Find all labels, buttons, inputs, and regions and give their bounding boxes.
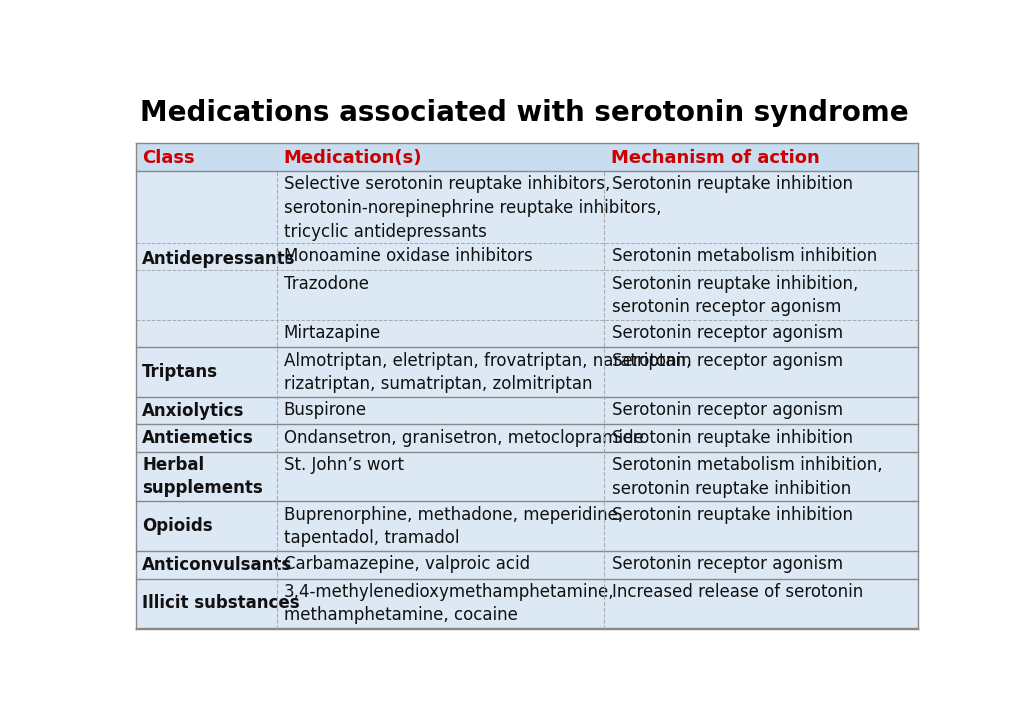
Bar — [136, 551, 918, 579]
Text: Selective serotonin reuptake inhibitors,
serotonin-norepinephrine reuptake inhib: Selective serotonin reuptake inhibitors,… — [284, 175, 662, 241]
Text: Serotonin reuptake inhibition: Serotonin reuptake inhibition — [612, 429, 853, 447]
Text: Ondansetron, granisetron, metoclopramide: Ondansetron, granisetron, metoclopramide — [284, 429, 643, 447]
Text: Serotonin reuptake inhibition: Serotonin reuptake inhibition — [612, 175, 853, 193]
Text: Almotriptan, eletriptan, frovatriptan, naratriptan,
rizatriptan, sumatriptan, zo: Almotriptan, eletriptan, frovatriptan, n… — [284, 351, 691, 393]
Bar — [136, 143, 918, 171]
Text: Serotonin metabolism inhibition: Serotonin metabolism inhibition — [612, 247, 878, 265]
Text: St. John’s wort: St. John’s wort — [284, 457, 403, 474]
Text: Opioids: Opioids — [142, 517, 213, 535]
Text: Triptans: Triptans — [142, 363, 218, 381]
Bar — [136, 501, 918, 551]
Text: Mirtazapine: Mirtazapine — [284, 324, 381, 342]
Bar — [136, 579, 918, 628]
Text: Antiemetics: Antiemetics — [142, 429, 254, 447]
Text: Antidepressants: Antidepressants — [142, 250, 296, 268]
Text: 3,4-methylenedioxymethamphetamine,
methamphetamine, cocaine: 3,4-methylenedioxymethamphetamine, metha… — [284, 583, 614, 625]
Text: Serotonin receptor agonism: Serotonin receptor agonism — [612, 351, 843, 370]
Text: Medications associated with serotonin syndrome: Medications associated with serotonin sy… — [140, 99, 908, 127]
Bar — [136, 452, 918, 501]
Text: Anticonvulsants: Anticonvulsants — [142, 556, 293, 574]
Text: Carbamazepine, valproic acid: Carbamazepine, valproic acid — [284, 555, 529, 574]
Text: Mechanism of action: Mechanism of action — [610, 149, 819, 167]
Text: Monoamine oxidase inhibitors: Monoamine oxidase inhibitors — [284, 247, 532, 265]
Text: Class: Class — [142, 149, 195, 167]
Text: Herbal
supplements: Herbal supplements — [142, 456, 263, 498]
Text: Serotonin reuptake inhibition,
serotonin receptor agonism: Serotonin reuptake inhibition, serotonin… — [612, 275, 858, 316]
Text: Serotonin reuptake inhibition: Serotonin reuptake inhibition — [612, 506, 853, 524]
Text: Increased release of serotonin: Increased release of serotonin — [612, 583, 863, 601]
Text: Buprenorphine, methadone, meperidine,
tapentadol, tramadol: Buprenorphine, methadone, meperidine, ta… — [284, 506, 623, 547]
Text: Buspirone: Buspirone — [284, 401, 367, 419]
Bar — [136, 425, 918, 452]
Text: Anxiolytics: Anxiolytics — [142, 402, 245, 420]
Bar — [136, 397, 918, 425]
Text: Serotonin receptor agonism: Serotonin receptor agonism — [612, 324, 843, 342]
Bar — [136, 347, 918, 397]
Text: Serotonin receptor agonism: Serotonin receptor agonism — [612, 401, 843, 419]
Text: Trazodone: Trazodone — [284, 275, 369, 293]
Bar — [136, 171, 918, 347]
Text: Medication(s): Medication(s) — [284, 149, 422, 167]
Text: Illicit substances: Illicit substances — [142, 594, 300, 612]
Text: Serotonin metabolism inhibition,
serotonin reuptake inhibition: Serotonin metabolism inhibition, seroton… — [612, 457, 883, 498]
Text: Serotonin receptor agonism: Serotonin receptor agonism — [612, 555, 843, 574]
